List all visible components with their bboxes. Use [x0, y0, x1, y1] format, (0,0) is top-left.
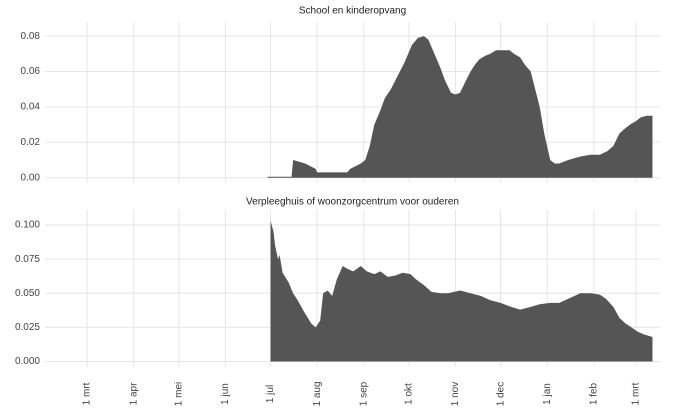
y-tick-label: 0.06 — [21, 66, 41, 77]
panel-title: Verpleeghuis of woonzorgcentrum voor oud… — [246, 197, 459, 208]
x-tick-label: 1 aug — [312, 381, 323, 406]
y-tick-label: 0.000 — [15, 356, 40, 367]
y-tick-label: 0.100 — [15, 220, 40, 231]
x-tick-label: 1 mrt — [631, 382, 642, 405]
y-tick-label: 0.02 — [21, 137, 41, 148]
area — [270, 220, 653, 362]
area — [267, 36, 653, 178]
x-tick-label: 1 mrt — [82, 382, 93, 405]
y-tick-label: 0.08 — [21, 31, 41, 42]
x-tick-label: 1 jun — [220, 383, 231, 405]
y-tick-label: 0.075 — [15, 254, 40, 265]
y-tick-label: 0.04 — [21, 102, 41, 113]
x-tick-label: 1 jul — [265, 385, 276, 403]
x-tick-label: 1 nov — [450, 382, 461, 406]
x-tick-label: 1 okt — [404, 383, 415, 405]
x-tick-label: 1 jan — [542, 383, 553, 405]
y-tick-label: 0.050 — [15, 288, 40, 299]
y-tick-label: 0.025 — [15, 322, 40, 333]
x-tick-label: 1 apr — [128, 382, 139, 405]
x-tick-label: 1 feb — [588, 382, 599, 405]
x-tick-label: 1 mei — [173, 382, 184, 406]
x-tick-label: 1 sep — [358, 381, 369, 406]
x-tick-label: 1 dec — [495, 382, 506, 406]
y-tick-label: 0.00 — [21, 172, 41, 183]
panel-title: School en kinderopvang — [299, 6, 406, 17]
